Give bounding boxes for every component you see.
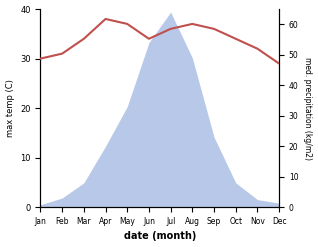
Y-axis label: med. precipitation (kg/m2): med. precipitation (kg/m2) — [303, 57, 313, 160]
X-axis label: date (month): date (month) — [124, 231, 196, 242]
Y-axis label: max temp (C): max temp (C) — [5, 79, 15, 137]
